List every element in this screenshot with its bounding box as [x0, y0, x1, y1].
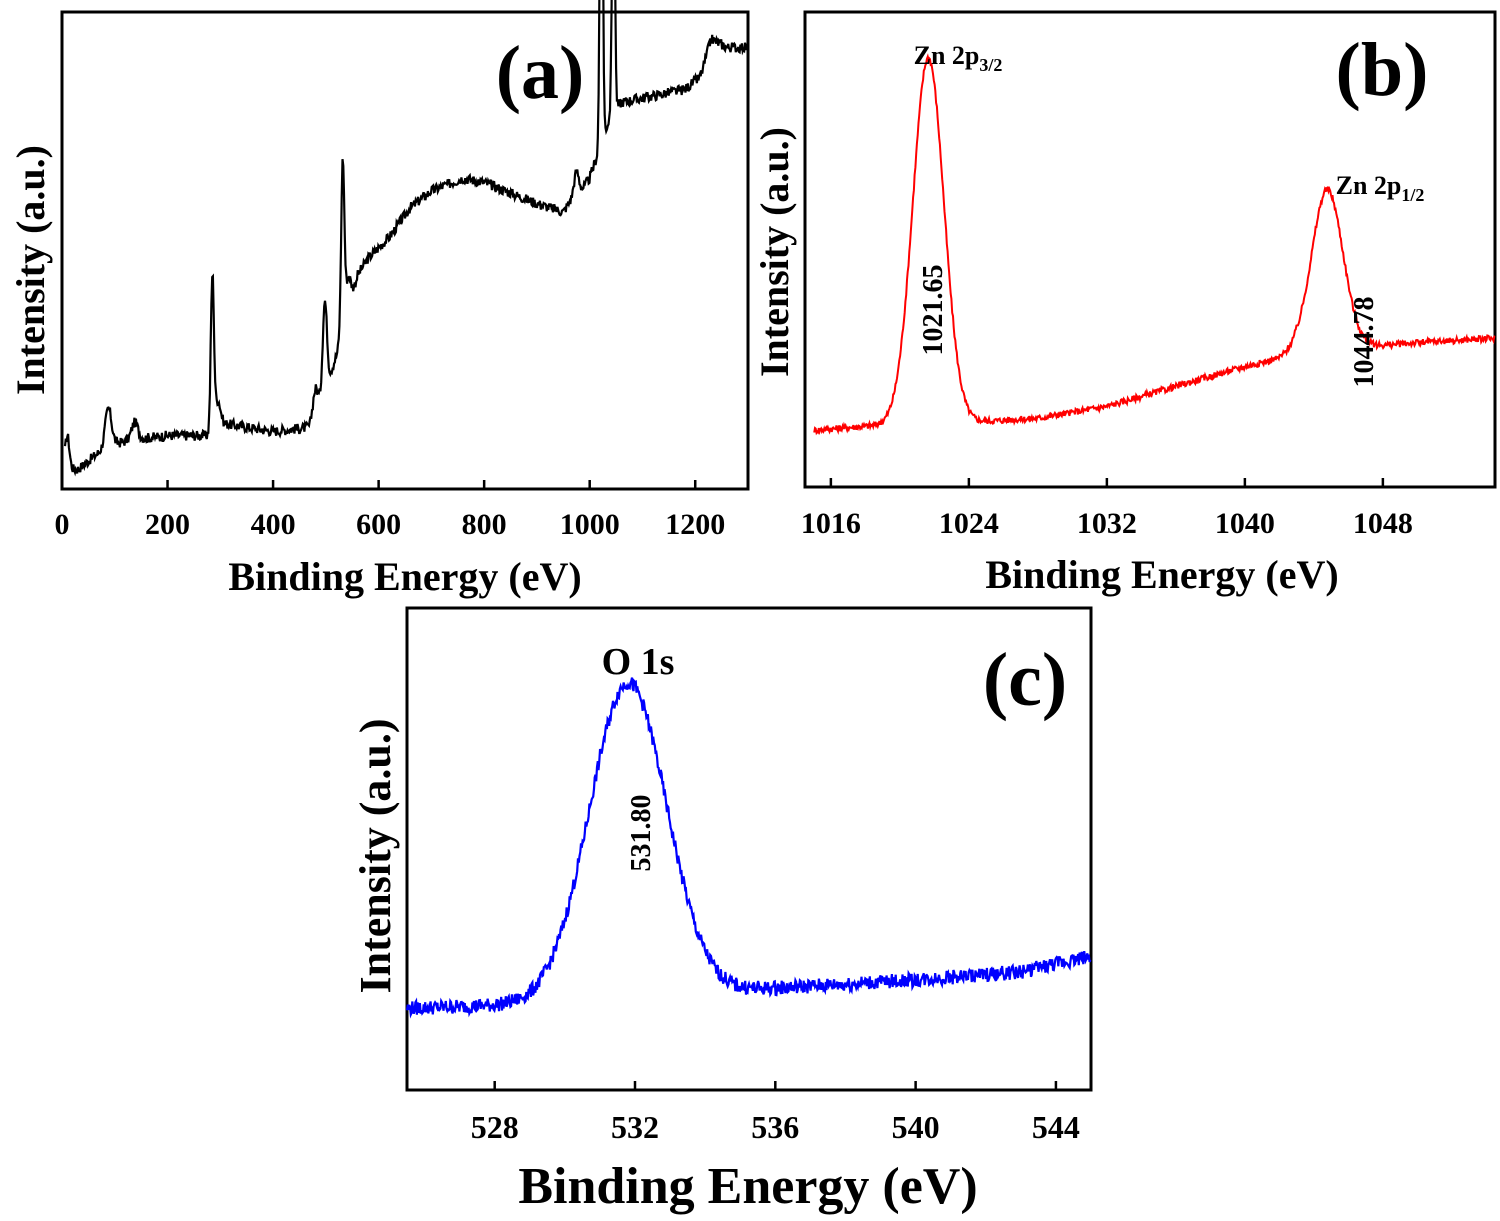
- panel-c-xtick-label: 540: [892, 1109, 940, 1145]
- panel-b-xtick-label: 1016: [801, 507, 861, 540]
- panel-a-xtick-label: 400: [251, 508, 296, 541]
- panel-c-xlabel: Binding Energy (eV): [518, 1158, 977, 1215]
- panel-b-xtick-label: 1048: [1353, 507, 1413, 540]
- panel-c-xticks: 528 532 536 540 544: [471, 1081, 1080, 1145]
- panel-c-spectrum-line: [405, 677, 1092, 1019]
- panel-b-xlabel: Binding Energy (eV): [985, 552, 1338, 597]
- panel-c-ylabel: Intensity (a.u.): [351, 718, 400, 993]
- panel-a-spectrum-line: [63, 0, 749, 477]
- panel-c-xtick-label: 528: [471, 1109, 519, 1145]
- panel-c-xtick-label: 532: [611, 1109, 659, 1145]
- panel-a-xtick-label: 0: [55, 508, 70, 541]
- panel-a-xtick-label: 600: [356, 508, 401, 541]
- panel-b-frame: [803, 10, 1497, 489]
- peak-value-531-80: 531.80: [626, 795, 657, 872]
- panel-c: 528 532 536 540 544 (c) Binding Energy (eV) …: [351, 606, 1093, 1215]
- panel-a-xtick-label: 1200: [665, 508, 725, 541]
- panel-c-frame: [405, 606, 1093, 1092]
- peak-value-1044-78: 1044.78: [1349, 297, 1380, 388]
- panel-b-xticks: 1016 1024 1032 1040 1048: [801, 478, 1413, 540]
- panel-a-frame: [60, 10, 750, 491]
- panel-b-tag: (b): [1336, 28, 1429, 112]
- panel-a: 0 200 400 600 800 1000 1200 (a) Binding Energy…: [8, 0, 750, 599]
- panel-c-xtick-label: 536: [751, 1109, 799, 1145]
- panel-a-xticks: 0 200 400 600 800 1000 1200: [55, 480, 725, 541]
- peak-value-1021-65: 1021.65: [918, 265, 949, 356]
- panel-a-tag: (a): [496, 31, 585, 115]
- peak-label-o1s: O 1s: [602, 641, 675, 683]
- panel-a-xtick-label: 800: [462, 508, 507, 541]
- panel-b-spectrum-line: [813, 53, 1496, 436]
- panel-a-xtick-label: 200: [145, 508, 190, 541]
- peak-label-zn2p12: Zn 2p1/2: [1336, 171, 1425, 205]
- panel-a-ylabel: Intensity (a.u.): [8, 145, 53, 395]
- panel-a-xlabel: Binding Energy (eV): [228, 554, 581, 599]
- panel-b-xtick-label: 1032: [1077, 507, 1137, 540]
- panel-b: 1016 1024 1032 1040 1048 (b) Binding Energy …: [752, 10, 1497, 597]
- panel-b-xtick-label: 1024: [939, 507, 999, 540]
- peak-label-zn2p32: Zn 2p3/2: [914, 41, 1003, 75]
- panel-b-xtick-label: 1040: [1215, 507, 1275, 540]
- panel-a-xtick-label: 1000: [560, 508, 620, 541]
- panel-b-ylabel: Intensity (a.u.): [752, 127, 797, 377]
- panel-c-tag: (c): [983, 638, 1067, 722]
- panel-c-xtick-label: 544: [1032, 1109, 1080, 1145]
